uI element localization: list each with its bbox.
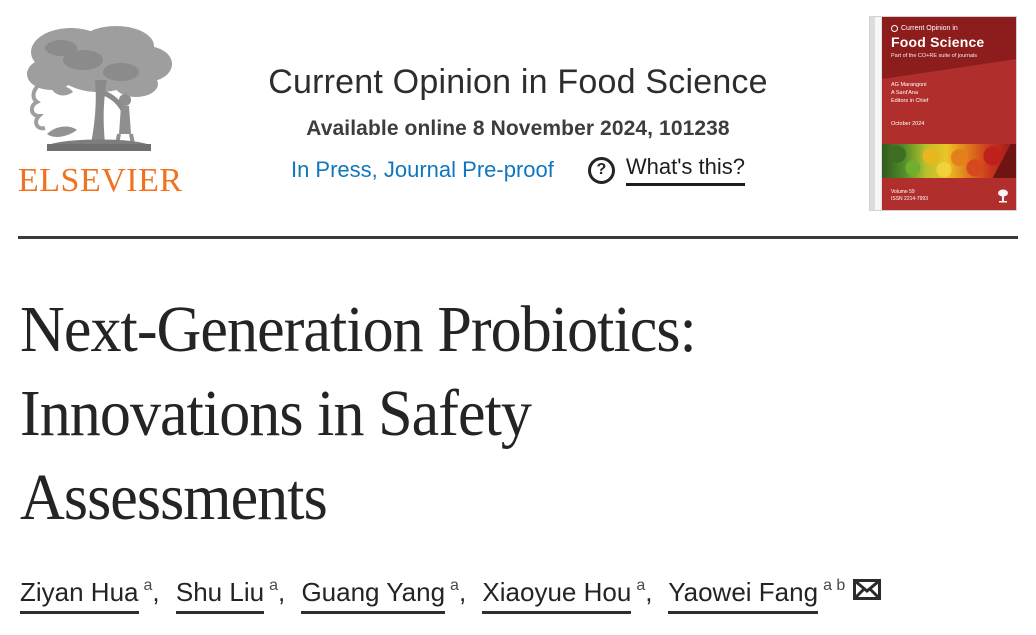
cover-issue-date: October 2024 xyxy=(891,121,925,127)
elsevier-logo-block: ELSEVIER xyxy=(18,22,182,200)
article-title: Next-Generation Probiotics: Innovations … xyxy=(20,288,941,540)
author-link[interactable]: Xiaoyue Hou a xyxy=(482,577,646,614)
cover-series-label: Current Opinion in xyxy=(901,25,958,32)
header-divider xyxy=(18,236,1018,239)
author-separator: , xyxy=(645,577,653,607)
author-affiliation-sup: a xyxy=(269,577,278,594)
author-affiliation-sup: a xyxy=(143,577,153,594)
cover-journal-title: Food Science xyxy=(891,34,985,50)
author-name[interactable]: Yaowei Fang xyxy=(668,577,819,614)
cover-series-icon xyxy=(891,25,898,32)
help-circle-icon[interactable]: ? xyxy=(587,156,615,184)
cover-issn: ISSN 2214-7993 xyxy=(891,196,928,202)
cover-editor-2: A Sant'Ana xyxy=(891,90,919,96)
author-separator: , xyxy=(458,577,467,607)
author-link[interactable]: Guang Yang a xyxy=(301,577,459,614)
author-name[interactable]: Ziyan Hua xyxy=(20,577,139,614)
authors-row: Ziyan Hua a, Shu Liu a, Guang Yang a, Xiaoy… xyxy=(20,577,1020,614)
cover-front: Current Opinion in Food Science Part of … xyxy=(882,17,1016,210)
cover-editor-3: Editors in Chief xyxy=(891,98,929,104)
article-title-line-1: Next-Generation Probiotics: xyxy=(20,293,697,366)
author-name[interactable]: Xiaoyue Hou xyxy=(482,577,632,614)
cover-tagline: Part of the CO+RE suite of journals xyxy=(891,53,978,59)
status-row: In Press, Journal Pre-proof ? What's thi… xyxy=(182,154,854,186)
cover-editor-1: AG Marangoni xyxy=(891,82,927,88)
author-link[interactable]: Shu Liu a xyxy=(175,577,278,614)
elsevier-wordmark: ELSEVIER xyxy=(18,162,183,199)
cover-text-block: Current Opinion in Food Science Part of … xyxy=(882,17,1016,127)
author-affiliation-sup: a xyxy=(450,577,459,594)
cover-volume-block: Volume 59 ISSN 2214-7993 xyxy=(891,189,928,203)
author-link[interactable]: Ziyan Hua a xyxy=(20,577,153,614)
author-name[interactable]: Shu Liu xyxy=(175,577,265,614)
cover-editors: AG Marangoni A Sant'Ana Editors in Chief xyxy=(891,81,1008,105)
whats-this-link[interactable]: What's this? xyxy=(625,154,746,186)
author-affiliation-sup: a xyxy=(636,577,646,594)
envelope-icon[interactable] xyxy=(853,579,882,600)
cover-vegetables-photo xyxy=(882,144,1011,178)
article-title-line-3: Assessments xyxy=(20,461,328,534)
cover-page-edge xyxy=(870,17,875,210)
elsevier-tree-icon xyxy=(21,22,179,162)
journal-title: Current Opinion in Food Science xyxy=(268,63,768,101)
journal-header: Current Opinion in Food Science Availabl… xyxy=(182,60,854,186)
author-link[interactable]: Yaowei Fang a b xyxy=(668,577,846,614)
in-press-link[interactable]: In Press, Journal Pre-proof xyxy=(290,157,554,182)
cover-spine xyxy=(875,17,882,210)
availability-text: Available online 8 November 2024, 101238 xyxy=(306,117,730,140)
author-separator: , xyxy=(277,577,286,607)
cover-vegetables-strip xyxy=(882,144,1016,178)
whats-this-group[interactable]: ? What's this? xyxy=(587,154,746,186)
cover-elsevier-mark-icon xyxy=(998,189,1008,203)
cover-volume: Volume 59 xyxy=(891,189,915,195)
journal-cover-thumbnail[interactable]: Current Opinion in Food Science Part of … xyxy=(869,16,1017,211)
article-title-line-2: Innovations in Safety xyxy=(20,377,532,450)
author-separator: , xyxy=(152,577,160,607)
cover-series-line: Current Opinion in xyxy=(891,25,1008,32)
author-affiliation-sup: a b xyxy=(823,577,846,594)
author-name[interactable]: Guang Yang xyxy=(301,577,446,614)
